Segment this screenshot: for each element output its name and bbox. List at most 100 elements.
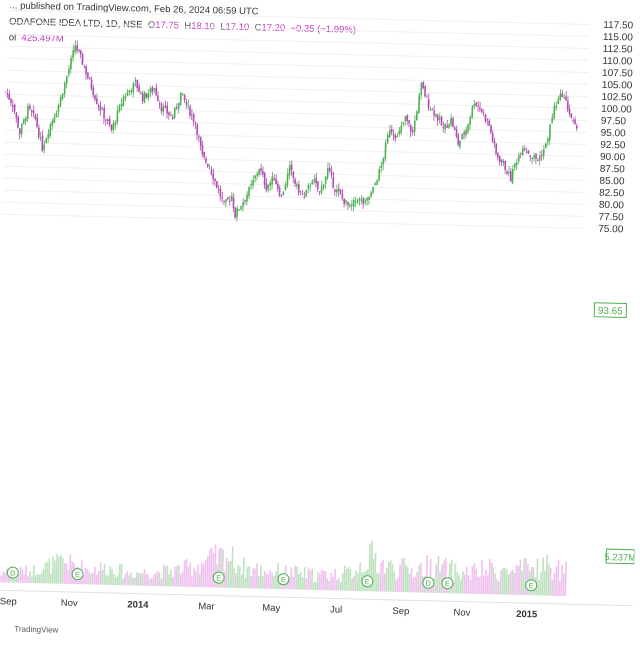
candle-body [483,112,485,113]
candle-body [144,93,146,103]
volume-bar [195,571,197,587]
candle-body [202,145,204,154]
volume-bar [170,569,172,586]
volume-bar [385,568,387,592]
volume-bar [166,566,168,587]
volume-bar [246,567,248,588]
candle-body [384,143,386,159]
candle-body [105,119,107,120]
candle-body [490,125,492,132]
candle-body [172,117,174,118]
price-axis: 117.50115.00112.50110.00107.50105.00102.… [598,20,634,236]
volume-bar [187,567,189,587]
price-tick-label: 80.00 [599,200,625,212]
volume-bar [132,577,134,585]
volume-bar [244,578,246,588]
volume-bar [563,574,565,597]
candle-body [195,123,197,124]
volume-bar [391,564,393,592]
volume-bar [509,571,511,594]
volume-bar [484,570,486,594]
candle-body [248,187,250,196]
volume-bar [321,570,323,590]
volume-bar [145,574,147,586]
price-tick-label: 110.00 [602,56,633,68]
price-tick-label: 112.50 [603,44,634,56]
gridline-h [7,46,589,60]
volume-bar [199,574,201,587]
volume-bar [258,576,260,589]
candle-body [416,111,418,120]
candle-body [309,185,311,186]
candle-body [518,155,520,161]
price-tick-label: 95.00 [601,128,627,140]
volume-bar [296,566,298,589]
volume-bar [538,580,540,596]
candle-body [553,106,555,119]
candle-body [456,129,458,136]
candle-body [547,139,549,142]
price-tick-label: 75.00 [598,224,624,236]
volume-bar [48,559,50,584]
candle-body [345,200,347,203]
volume-bar [193,567,195,587]
volume-bar [349,569,351,591]
candle-body [129,90,131,92]
volume-bar [408,574,410,592]
candle-body [541,155,543,156]
time-tick-label: Sep [0,596,17,607]
time-tick-label: 2014 [127,599,149,611]
candle-body [313,179,315,181]
candle-body [186,102,188,104]
candle-body [461,134,463,140]
candle-body [303,196,305,197]
time-tick-label: Mar [198,601,215,612]
candle-body [56,113,58,118]
candle-body [153,89,155,91]
volume-bar [157,571,159,586]
volume-bar [84,568,86,585]
volume-bar [345,569,347,591]
candle-body [70,58,72,69]
candle-body [362,198,364,203]
volume-bar [101,570,103,585]
candle-body [256,174,258,176]
candle-body [329,168,331,171]
volume-bar [275,572,277,589]
volume-bar [473,563,475,593]
candle-body [555,106,557,107]
candle-body [351,205,353,206]
candle-body [125,96,127,98]
candle-body [474,104,476,107]
volume-bar [513,573,515,595]
candle-body [152,87,154,92]
price-tick-label: 92.50 [600,140,626,152]
volume-bar [160,579,162,586]
candle-body [287,174,289,186]
candle-body [408,120,410,123]
volume-bar [200,562,202,587]
volume-bar [183,560,185,587]
candle-body [182,94,184,95]
volume-bar [69,555,71,584]
gridline-h [5,118,587,132]
volume-bar [168,574,170,586]
candle-body [236,208,238,217]
volume-bar [351,578,353,591]
volume-bar [197,565,199,587]
volume-bar [59,555,61,584]
volume-bar [517,566,519,595]
candle-body [501,160,503,162]
candle-body [198,136,200,137]
candle-body [459,141,461,147]
candle-body [353,200,355,206]
price-tick-label: 85.00 [599,176,625,188]
candle-body [323,185,325,188]
volume-bar [248,566,250,588]
candle-body [551,117,553,123]
candle-body [271,177,273,185]
candle-body [444,124,446,129]
candle-body [298,184,300,193]
candle-body [342,194,344,198]
